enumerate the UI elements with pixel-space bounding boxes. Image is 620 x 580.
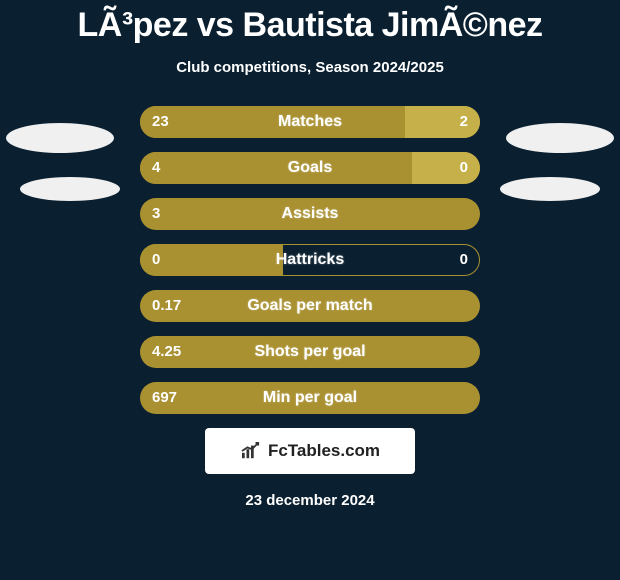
stat-left-value: 697 xyxy=(152,382,177,414)
chart-icon xyxy=(240,442,262,460)
stat-label: Shots per goal xyxy=(140,336,480,368)
stat-right-value: 0 xyxy=(460,244,468,276)
stat-left-value: 0 xyxy=(152,244,160,276)
stat-row: 0.17Goals per match xyxy=(140,290,480,322)
brand-badge: FcTables.com xyxy=(205,428,415,474)
stat-left-value: 3 xyxy=(152,198,160,230)
stat-row: 23 2Matches xyxy=(140,106,480,138)
stat-row: 4.25Shots per goal xyxy=(140,336,480,368)
stat-label: Hattricks xyxy=(140,244,480,276)
brand-text: FcTables.com xyxy=(268,441,380,461)
stat-right-value: 2 xyxy=(460,106,468,138)
stat-label: Min per goal xyxy=(140,382,480,414)
stat-row: 4 0Goals xyxy=(140,152,480,184)
stat-row: 3Assists xyxy=(140,198,480,230)
footer-date: 23 december 2024 xyxy=(0,492,620,509)
stat-right-value: 0 xyxy=(460,152,468,184)
page-subtitle: Club competitions, Season 2024/2025 xyxy=(0,59,620,76)
stats-chart: 232Matches40Goals3Assists00Hattricks0.17… xyxy=(0,106,620,414)
stat-label: Matches xyxy=(140,106,480,138)
stat-row: 0 0Hattricks xyxy=(140,244,480,276)
stat-left-value: 4 xyxy=(152,152,160,184)
stat-label: Assists xyxy=(140,198,480,230)
page-title: LÃ³pez vs Bautista JimÃ©nez xyxy=(0,0,620,45)
stat-left-value: 23 xyxy=(152,106,169,138)
stat-left-value: 0.17 xyxy=(152,290,181,322)
stat-left-value: 4.25 xyxy=(152,336,181,368)
stat-label: Goals xyxy=(140,152,480,184)
stat-row: 697Min per goal xyxy=(140,382,480,414)
stat-label: Goals per match xyxy=(140,290,480,322)
